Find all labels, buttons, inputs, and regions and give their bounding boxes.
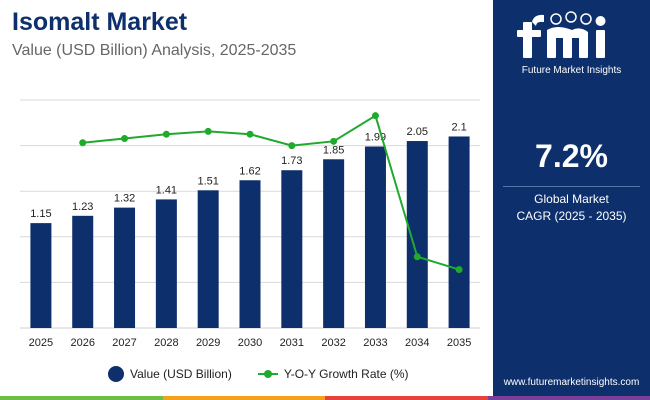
panel-divider [503, 186, 640, 187]
bar-2028 [155, 199, 177, 328]
bar-label-2028: 1.41 [156, 184, 177, 196]
bar-label-2029: 1.51 [197, 175, 218, 187]
x-tick-2035: 2035 [447, 337, 471, 349]
bar-label-2027: 1.32 [114, 193, 135, 205]
bar-label-2035: 2.1 [451, 121, 466, 133]
bar-2033 [364, 146, 386, 328]
cagr-label-line2: CAGR (2025 - 2035) [516, 209, 627, 223]
growth-point-2034 [413, 253, 421, 261]
logo-tagline: Future Market Insights [521, 65, 622, 76]
bar-2031 [281, 170, 303, 328]
bar-label-2025: 1.15 [30, 208, 51, 220]
bar-2032 [323, 159, 345, 328]
growth-line [82, 114, 460, 271]
growth-point-2033 [371, 112, 379, 120]
bar-2035 [448, 136, 470, 328]
strip-segment-purple [487, 396, 650, 400]
page-subtitle: Value (USD Billion) Analysis, 2025-2035 [12, 42, 297, 59]
x-tick-2028: 2028 [154, 337, 178, 349]
growth-point-2026 [79, 139, 87, 147]
bar-label-2026: 1.23 [72, 201, 93, 213]
growth-line-series [79, 112, 463, 274]
website-link[interactable]: www.futuremarketinsights.com [503, 377, 640, 388]
bar-label-2031: 1.73 [281, 155, 302, 167]
page-title: Isomalt Market [12, 8, 188, 36]
x-tick-2034: 2034 [405, 337, 429, 349]
bar-series [30, 136, 470, 328]
x-tick-2029: 2029 [196, 337, 220, 349]
growth-point-2029 [204, 127, 212, 135]
legend-item-value[interactable]: Value (USD Billion) [108, 366, 232, 382]
fmi-logo[interactable]: Future Market Insights [493, 6, 650, 76]
x-tick-2027: 2027 [112, 337, 136, 349]
x-tick-2025: 2025 [29, 337, 53, 349]
side-panel: Future Market Insights 7.2% Global Marke… [493, 0, 650, 400]
legend-bar-swatch [108, 366, 124, 382]
strip-segment-red [325, 396, 488, 400]
bar-2026 [72, 215, 94, 328]
bar-label-2034: 2.05 [407, 126, 428, 138]
chart-legend: Value (USD Billion) Y-O-Y Growth Rate (%… [108, 366, 409, 382]
legend-line-label: Y-O-Y Growth Rate (%) [283, 367, 409, 381]
growth-point-2027 [121, 134, 129, 142]
bar-2027 [114, 207, 136, 328]
growth-point-2030 [246, 130, 254, 138]
bar-label-2032: 1.85 [323, 144, 344, 156]
x-axis-ticks: 2025 2026 2027 2028 2029 2030 2031 2032 2033 2034… [29, 337, 472, 349]
legend-line-swatch [257, 368, 278, 380]
bottom-color-strip [0, 396, 650, 400]
x-tick-2026: 2026 [70, 337, 94, 349]
x-tick-2033: 2033 [363, 337, 387, 349]
x-tick-2030: 2030 [238, 337, 262, 349]
cagr-label-line1: Global Market [534, 192, 609, 206]
strip-segment-orange [162, 396, 325, 400]
legend-item-growth[interactable]: Y-O-Y Growth Rate (%) [257, 367, 409, 381]
growth-point-2028 [162, 130, 170, 138]
growth-point-2035 [455, 266, 463, 274]
legend-bar-label: Value (USD Billion) [130, 367, 232, 381]
market-chart: 1.151.231.321.411.511.621.731.851.99 2.05… [20, 99, 480, 349]
x-tick-2032: 2032 [321, 337, 345, 349]
bar-2025 [30, 223, 52, 328]
cagr-value: 7.2% [535, 138, 608, 174]
bar-data-labels: 1.151.231.321.411.511.621.731.851.99 2.05… [30, 121, 467, 220]
growth-point-2031 [288, 142, 296, 150]
strip-segment-green [0, 396, 163, 400]
bar-label-2030: 1.62 [239, 165, 260, 177]
x-tick-2031: 2031 [280, 337, 304, 349]
bar-2029 [197, 190, 219, 328]
cagr-label: Global Market CAGR (2025 - 2035) [493, 191, 650, 225]
fmi-logo-icon [517, 11, 606, 58]
bar-2034 [406, 141, 428, 328]
growth-point-2032 [330, 137, 338, 145]
bar-2030 [239, 180, 261, 328]
